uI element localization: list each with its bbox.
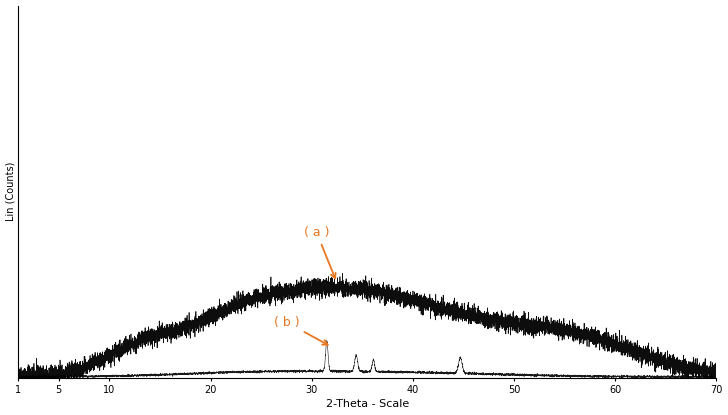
Y-axis label: Lin (Counts): Lin (Counts): [6, 162, 15, 221]
Text: ( b ): ( b ): [274, 315, 328, 345]
Text: ( a ): ( a ): [304, 226, 336, 278]
X-axis label: 2-Theta - Scale: 2-Theta - Scale: [325, 400, 409, 410]
